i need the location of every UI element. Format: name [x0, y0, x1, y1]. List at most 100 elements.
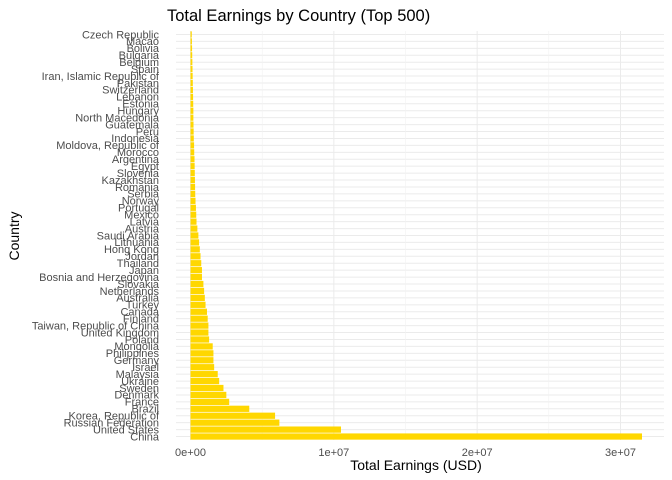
- y-tick-label: Guatemala: [105, 119, 160, 131]
- bar: [190, 86, 193, 94]
- y-tick-label: Switzerland: [102, 85, 159, 97]
- bar: [190, 391, 227, 399]
- bar: [190, 350, 214, 357]
- y-tick-label: North Macedonia: [75, 112, 160, 124]
- x-tick-labels: 0e+00 1e+07 2e+07 3e+07: [175, 447, 636, 459]
- y-tick-label: Romania: [115, 182, 160, 194]
- bar: [190, 377, 220, 385]
- bar: [190, 79, 193, 87]
- bar: [190, 100, 194, 107]
- bar: [190, 426, 341, 433]
- y-tick-label: Estonia: [122, 99, 160, 111]
- bar: [190, 232, 199, 239]
- bar: [190, 59, 193, 66]
- bar: [190, 197, 196, 204]
- y-tick-label: Israel: [132, 362, 159, 374]
- y-tick-label: Canada: [120, 307, 159, 319]
- y-tick-label: Thailand: [117, 258, 159, 270]
- y-tick-label: Austria: [125, 223, 160, 235]
- y-tick-label: Belgium: [119, 57, 159, 69]
- bar: [190, 93, 194, 100]
- y-tick-label: Germany: [114, 355, 160, 367]
- bar: [190, 31, 192, 38]
- bar: [190, 239, 200, 246]
- y-tick-label: Netherlands: [100, 286, 160, 298]
- bar: [190, 315, 208, 322]
- y-tick-label: Hungary: [117, 106, 159, 118]
- bar: [190, 204, 196, 211]
- bar: [190, 135, 194, 142]
- y-tick-label: Pakistan: [117, 78, 159, 90]
- y-tick-label: Poland: [125, 334, 159, 346]
- bar: [190, 45, 193, 52]
- y-tick-label: Brazil: [131, 404, 159, 416]
- y-tick-label: Australia: [116, 293, 160, 305]
- y-tick-label: United States: [93, 424, 160, 436]
- y-tick-label: Denmark: [114, 390, 159, 402]
- y-tick-label: Philippines: [106, 348, 160, 360]
- y-tick-label: Portugal: [118, 203, 159, 215]
- bar: [190, 218, 197, 225]
- bar: [190, 405, 250, 412]
- bar: [190, 294, 205, 302]
- bar: [190, 343, 213, 350]
- bar: [190, 149, 195, 156]
- bar: [190, 433, 642, 440]
- x-tick-label: 3e+07: [605, 447, 636, 459]
- bar: [190, 163, 195, 170]
- bar: [190, 190, 196, 198]
- y-tick-label: Lebanon: [116, 92, 159, 104]
- y-tick-label: Jordan: [125, 251, 159, 263]
- y-tick-label: Malaysia: [116, 369, 160, 381]
- bar: [190, 52, 193, 59]
- y-tick-label: Turkey: [126, 300, 160, 312]
- y-tick-label: Macao: [126, 36, 159, 48]
- bar: [190, 176, 195, 184]
- y-tick-label: China: [130, 431, 160, 443]
- x-axis-title: Total Earnings (USD): [350, 457, 482, 473]
- y-tick-label: Norway: [122, 196, 160, 208]
- x-tick-label: 2e+07: [462, 447, 493, 459]
- y-axis-title: Country: [6, 211, 22, 260]
- bar: [190, 253, 201, 260]
- y-tick-label: Spain: [131, 64, 159, 76]
- y-tick-label: France: [125, 397, 159, 409]
- bar: [190, 225, 198, 232]
- bar: [190, 114, 194, 121]
- x-tick-label: 0e+00: [175, 447, 206, 459]
- y-tick-label: Latvia: [130, 216, 160, 228]
- bar: [190, 384, 224, 392]
- bar: [190, 211, 197, 218]
- bar: [190, 72, 193, 80]
- y-tick-label: Russian Federation: [64, 417, 159, 429]
- grid: [176, 31, 664, 440]
- y-tick-label: Kazakhstan: [102, 175, 159, 187]
- y-tick-label: Ukraine: [121, 376, 159, 388]
- y-tick-label: Bosnia and Herzegovina: [39, 272, 160, 284]
- y-tick-label: United Kingdom: [81, 327, 159, 339]
- bar: [190, 156, 195, 163]
- bar: [190, 371, 218, 378]
- bar: [190, 66, 193, 73]
- chart-title: Total Earnings by Country (Top 500): [167, 7, 430, 25]
- y-tick-label: Egypt: [131, 161, 159, 173]
- y-tick-label: Bulgaria: [119, 50, 160, 62]
- y-tick-label: Taiwan, Republic of China: [32, 320, 160, 332]
- bar: [190, 142, 195, 149]
- bar: [190, 398, 230, 405]
- y-tick-label: Moldova, Republic of: [56, 140, 160, 152]
- y-tick-label: Iran, Islamic Republic of: [42, 71, 160, 83]
- x-tick-label: 1e+07: [318, 447, 349, 459]
- bar: [190, 273, 202, 281]
- bar: [190, 169, 195, 177]
- bar: [190, 183, 196, 191]
- bar: [190, 287, 205, 295]
- bar: [190, 329, 209, 336]
- y-tick-label: Lithuania: [114, 237, 160, 249]
- y-tick-label: Slovenia: [117, 168, 160, 180]
- bar: [190, 38, 192, 45]
- y-tick-label: Czech Republic: [82, 29, 160, 41]
- bar: [190, 419, 280, 426]
- bar: [190, 364, 215, 371]
